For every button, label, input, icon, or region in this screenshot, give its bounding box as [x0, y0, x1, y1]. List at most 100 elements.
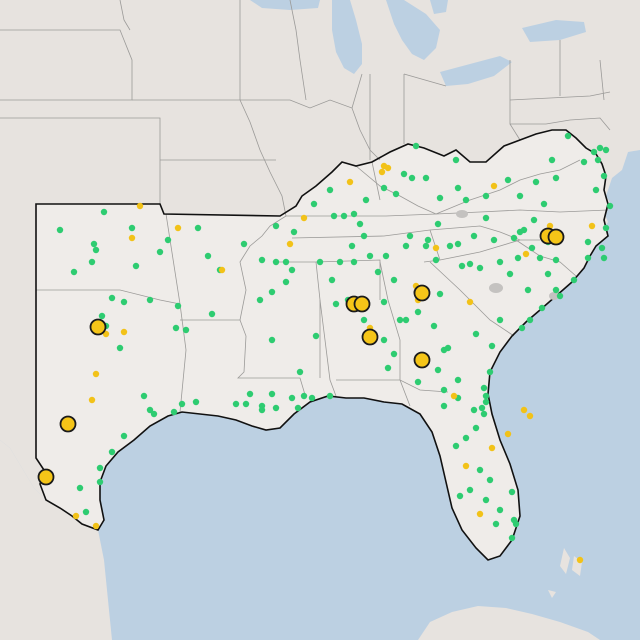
site-marker-green[interactable] [436, 194, 444, 202]
site-marker-green[interactable] [412, 142, 420, 150]
site-marker-green[interactable] [496, 506, 504, 514]
site-marker-green[interactable] [120, 432, 128, 440]
site-marker-green[interactable] [470, 406, 478, 414]
site-marker-green[interactable] [380, 336, 388, 344]
site-marker-green[interactable] [516, 192, 524, 200]
site-marker-yellow[interactable] [92, 522, 100, 530]
site-marker-green[interactable] [98, 312, 106, 320]
site-marker-green[interactable] [402, 242, 410, 250]
site-marker-green[interactable] [232, 400, 240, 408]
site-marker-green[interactable] [544, 270, 552, 278]
site-marker-green[interactable] [530, 216, 538, 224]
site-marker-green[interactable] [600, 254, 608, 262]
site-marker-green[interactable] [312, 332, 320, 340]
site-marker-yellow[interactable] [450, 392, 458, 400]
site-marker-yellow[interactable] [526, 412, 534, 420]
site-marker-green[interactable] [132, 262, 140, 270]
site-marker-green[interactable] [440, 402, 448, 410]
site-marker-green[interactable] [96, 478, 104, 486]
site-marker-green[interactable] [552, 174, 560, 182]
site-marker-green[interactable] [476, 466, 484, 474]
site-marker-green[interactable] [182, 326, 190, 334]
site-marker-yellow[interactable] [346, 178, 354, 186]
site-marker-green[interactable] [548, 156, 556, 164]
site-marker-green[interactable] [496, 316, 504, 324]
site-marker-green[interactable] [414, 308, 422, 316]
site-marker-green[interactable] [296, 368, 304, 376]
site-marker-yellow[interactable] [286, 240, 294, 248]
site-marker-green[interactable] [596, 144, 604, 152]
site-marker-green[interactable] [556, 292, 564, 300]
site-marker-yellow[interactable] [88, 396, 96, 404]
site-marker-green[interactable] [482, 496, 490, 504]
site-marker-large[interactable] [59, 415, 77, 433]
site-marker-green[interactable] [480, 384, 488, 392]
site-marker-green[interactable] [510, 234, 518, 242]
site-marker-green[interactable] [524, 286, 532, 294]
site-marker-green[interactable] [336, 258, 344, 266]
site-marker-yellow[interactable] [92, 370, 100, 378]
site-marker-green[interactable] [350, 258, 358, 266]
site-marker-green[interactable] [528, 244, 536, 252]
site-marker-green[interactable] [482, 398, 490, 406]
site-marker-green[interactable] [440, 386, 448, 394]
site-marker-green[interactable] [272, 222, 280, 230]
site-marker-yellow[interactable] [380, 162, 388, 170]
site-marker-green[interactable] [390, 350, 398, 358]
site-marker-green[interactable] [258, 256, 266, 264]
site-marker-green[interactable] [478, 404, 486, 412]
site-marker-green[interactable] [82, 508, 90, 516]
site-marker-green[interactable] [486, 476, 494, 484]
site-marker-green[interactable] [396, 316, 404, 324]
site-marker-large[interactable] [353, 295, 371, 313]
site-marker-green[interactable] [434, 220, 442, 228]
site-marker-green[interactable] [488, 342, 496, 350]
site-marker-yellow[interactable] [218, 266, 226, 274]
site-marker-green[interactable] [458, 262, 466, 270]
site-marker-green[interactable] [360, 316, 368, 324]
site-marker-yellow[interactable] [300, 214, 308, 222]
site-marker-green[interactable] [100, 208, 108, 216]
site-marker-green[interactable] [348, 242, 356, 250]
site-marker-green[interactable] [598, 244, 606, 252]
site-marker-green[interactable] [466, 486, 474, 494]
site-marker-green[interactable] [470, 232, 478, 240]
site-marker-green[interactable] [366, 252, 374, 260]
site-marker-yellow[interactable] [504, 430, 512, 438]
site-marker-green[interactable] [482, 392, 490, 400]
site-marker-large[interactable] [547, 228, 565, 246]
site-marker-green[interactable] [192, 398, 200, 406]
site-marker-green[interactable] [90, 240, 98, 248]
site-marker-green[interactable] [272, 258, 280, 266]
site-marker-green[interactable] [340, 212, 348, 220]
site-marker-green[interactable] [156, 248, 164, 256]
site-marker-green[interactable] [452, 442, 460, 450]
site-marker-green[interactable] [422, 242, 430, 250]
site-marker-green[interactable] [246, 390, 254, 398]
site-marker-green[interactable] [108, 448, 116, 456]
site-marker-green[interactable] [600, 172, 608, 180]
site-marker-green[interactable] [402, 316, 410, 324]
site-marker-large[interactable] [89, 318, 107, 336]
site-marker-green[interactable] [92, 246, 100, 254]
site-marker-yellow[interactable] [466, 298, 474, 306]
site-marker-green[interactable] [268, 288, 276, 296]
site-marker-green[interactable] [310, 200, 318, 208]
site-marker-green[interactable] [150, 410, 158, 418]
site-marker-green[interactable] [174, 302, 182, 310]
site-marker-green[interactable] [120, 298, 128, 306]
site-marker-green[interactable] [508, 534, 516, 542]
site-marker-green[interactable] [400, 170, 408, 178]
site-marker-green[interactable] [580, 158, 588, 166]
site-marker-green[interactable] [356, 220, 364, 228]
site-marker-green[interactable] [256, 296, 264, 304]
site-marker-green[interactable] [434, 366, 442, 374]
site-marker-green[interactable] [570, 276, 578, 284]
site-marker-green[interactable] [194, 224, 202, 232]
site-marker-green[interactable] [508, 488, 516, 496]
site-marker-yellow[interactable] [462, 462, 470, 470]
site-marker-green[interactable] [422, 174, 430, 182]
site-marker-green[interactable] [584, 254, 592, 262]
site-marker-yellow[interactable] [120, 328, 128, 336]
site-marker-green[interactable] [512, 520, 520, 528]
